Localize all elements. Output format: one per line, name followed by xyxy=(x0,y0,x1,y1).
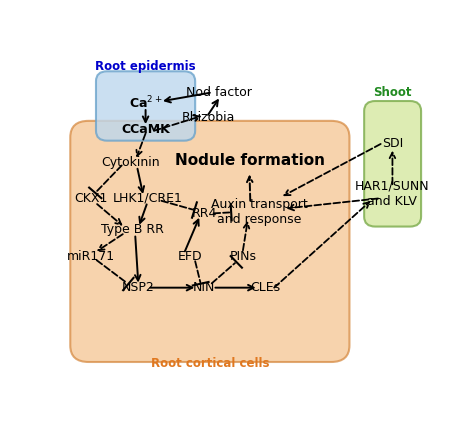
Text: NSP2: NSP2 xyxy=(122,281,155,294)
FancyBboxPatch shape xyxy=(96,71,195,141)
Text: Auxin transport
and response: Auxin transport and response xyxy=(211,198,308,226)
Text: CLEs: CLEs xyxy=(250,281,280,294)
Text: NIN: NIN xyxy=(193,281,216,294)
Text: Ca$^{2+}$: Ca$^{2+}$ xyxy=(129,94,162,111)
Text: HAR1/SUNN
and KLV: HAR1/SUNN and KLV xyxy=(355,179,430,208)
Text: EFD: EFD xyxy=(177,250,202,263)
Text: Rhizobia: Rhizobia xyxy=(182,111,235,124)
FancyBboxPatch shape xyxy=(364,101,421,227)
Text: Root epidermis: Root epidermis xyxy=(95,60,196,73)
Text: PINs: PINs xyxy=(229,250,256,263)
Text: Cytokinin: Cytokinin xyxy=(101,156,160,169)
Text: CKX1: CKX1 xyxy=(74,192,107,205)
Text: Nod factor: Nod factor xyxy=(186,86,252,99)
Text: SDI: SDI xyxy=(382,137,403,151)
Text: Nodule formation: Nodule formation xyxy=(175,153,325,168)
Text: CCaMK: CCaMK xyxy=(121,123,170,136)
FancyBboxPatch shape xyxy=(70,121,349,362)
Text: LHK1/CRE1: LHK1/CRE1 xyxy=(112,192,182,205)
Text: Type B RR: Type B RR xyxy=(101,224,164,236)
Text: Shoot: Shoot xyxy=(373,86,412,99)
Text: Root cortical cells: Root cortical cells xyxy=(151,357,269,370)
Text: RR4: RR4 xyxy=(191,207,217,220)
Text: miR171: miR171 xyxy=(66,250,115,263)
